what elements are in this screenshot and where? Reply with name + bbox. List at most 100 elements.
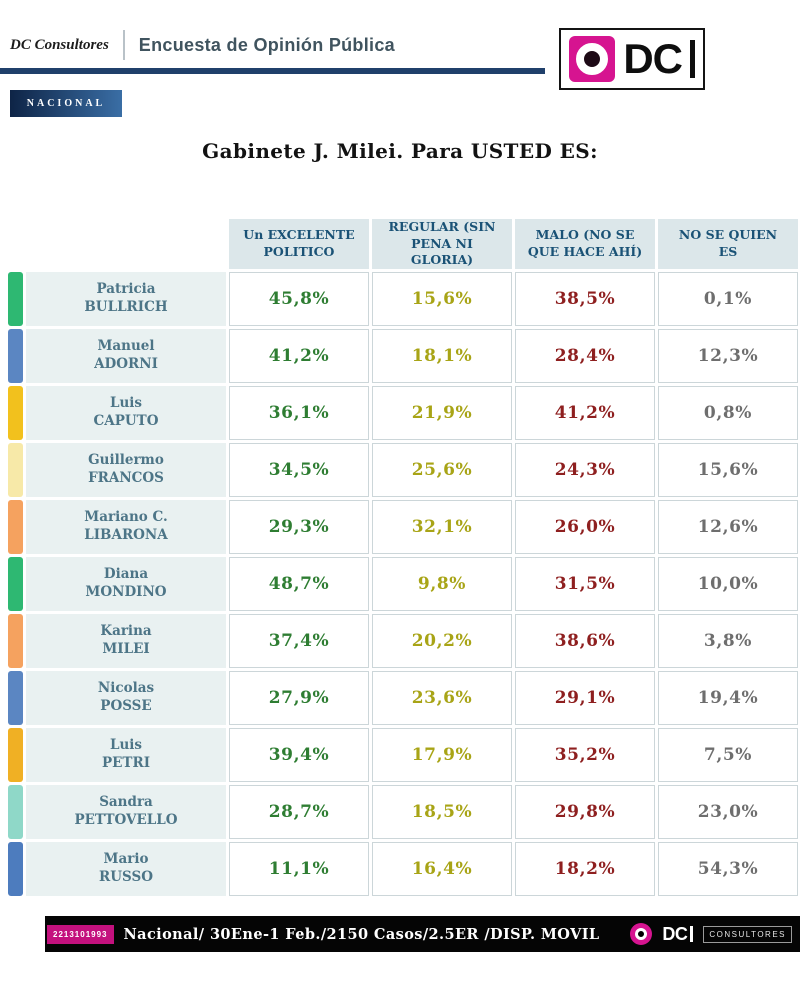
dc-logo-letters: DC — [623, 35, 683, 82]
value-cell: 38,6% — [515, 614, 655, 668]
table-row: Luis CAPUTO 36,1% 21,9% 41,2% 0,8% — [8, 386, 798, 440]
row-color-bar — [8, 386, 23, 440]
dc-logo: DC — [559, 28, 705, 90]
person-first-name: Mario — [103, 851, 149, 868]
value-cell: 18,2% — [515, 842, 655, 896]
value-cell: 12,6% — [658, 500, 798, 554]
footer-consultores-label: CONSULTORES — [703, 925, 792, 943]
footer-methodology-text: Nacional/ 30Ene-1 Feb./2150 Casos/2.5ER … — [123, 925, 600, 943]
header-divider — [122, 30, 125, 60]
footer-bar: 2213101993 Nacional/ 30Ene-1 Feb./2150 C… — [45, 916, 800, 952]
person-surname: BULLRICH — [84, 299, 168, 315]
value-cell: 48,7% — [229, 557, 369, 611]
poll-table-header: Un EXCELENTE POLITICO REGULAR (SIN PENA N… — [8, 219, 798, 269]
value-cell: 19,4% — [658, 671, 798, 725]
row-color-bar — [8, 500, 23, 554]
person-surname: PETTOVELLO — [74, 812, 178, 828]
value-cell: 10,0% — [658, 557, 798, 611]
scope-badge: NACIONAL — [10, 90, 122, 117]
person-name: Luis PETRI — [26, 728, 226, 782]
table-row: Sandra PETTOVELLO 28,7% 18,5% 29,8% 23,0% — [8, 785, 798, 839]
person-first-name: Diana — [103, 566, 149, 583]
value-cell: 29,8% — [515, 785, 655, 839]
value-cell: 29,3% — [229, 500, 369, 554]
person-first-name: Karina — [100, 623, 152, 640]
person-surname: POSSE — [100, 698, 152, 714]
person-name: Luis CAPUTO — [26, 386, 226, 440]
value-cell: 0,8% — [658, 386, 798, 440]
poll-table: Un EXCELENTE POLITICO REGULAR (SIN PENA N… — [8, 219, 798, 896]
value-cell: 9,8% — [372, 557, 512, 611]
person-name: Diana MONDINO — [26, 557, 226, 611]
table-row: Mario RUSSO 11,1% 16,4% 18,2% 54,3% — [8, 842, 798, 896]
person-surname: RUSSO — [99, 869, 153, 885]
dc-logo-endbar — [690, 40, 695, 78]
value-cell: 35,2% — [515, 728, 655, 782]
row-color-bar — [8, 671, 23, 725]
person-first-name: Guillermo — [88, 452, 164, 469]
person-first-name: Patricia — [96, 281, 156, 298]
value-cell: 11,1% — [229, 842, 369, 896]
value-cell: 16,4% — [372, 842, 512, 896]
footer-dc-letters: DC — [662, 924, 694, 945]
value-cell: 28,7% — [229, 785, 369, 839]
survey-title: Encuesta de Opinión Pública — [138, 34, 395, 55]
value-cell: 18,5% — [372, 785, 512, 839]
person-surname: LIBARONA — [84, 527, 168, 543]
footer-dc-endbar — [690, 926, 694, 942]
dc-logo-tile — [569, 36, 616, 82]
person-surname: CAPUTO — [93, 413, 159, 429]
dc-logo-circle-icon — [576, 43, 609, 75]
row-color-bar — [8, 443, 23, 497]
value-cell: 41,2% — [229, 329, 369, 383]
table-row: Karina MILEI 37,4% 20,2% 38,6% 3,8% — [8, 614, 798, 668]
value-cell: 36,1% — [229, 386, 369, 440]
value-cell: 23,6% — [372, 671, 512, 725]
table-row: Nicolas POSSE 27,9% 23,6% 29,1% 19,4% — [8, 671, 798, 725]
person-surname: MILEI — [102, 641, 150, 657]
top-header-bar: DC Consultores Encuesta de Opinión Públi… — [0, 0, 800, 60]
value-cell: 37,4% — [229, 614, 369, 668]
table-row: Mariano C. LIBARONA 29,3% 32,1% 26,0% 12,6% — [8, 500, 798, 554]
row-color-bar — [8, 614, 23, 668]
value-cell: 31,5% — [515, 557, 655, 611]
row-color-bar — [8, 557, 23, 611]
value-cell: 39,4% — [229, 728, 369, 782]
value-cell: 24,3% — [515, 443, 655, 497]
person-surname: MONDINO — [85, 584, 167, 600]
value-cell: 15,6% — [658, 443, 798, 497]
value-cell: 17,9% — [372, 728, 512, 782]
person-surname: PETRI — [101, 755, 151, 771]
value-cell: 0,1% — [658, 272, 798, 326]
value-cell: 3,8% — [658, 614, 798, 668]
person-first-name: Luis — [109, 737, 143, 754]
value-cell: 45,8% — [229, 272, 369, 326]
person-first-name: Nicolas — [97, 680, 155, 697]
dc-logo-circle-inner — [635, 928, 648, 940]
value-cell: 23,0% — [658, 785, 798, 839]
value-cell: 20,2% — [372, 614, 512, 668]
person-name: Karina MILEI — [26, 614, 226, 668]
dc-logo-circle-icon — [630, 923, 653, 945]
person-first-name: Manuel — [97, 338, 155, 355]
value-cell: 26,0% — [515, 500, 655, 554]
person-name: Mario RUSSO — [26, 842, 226, 896]
value-cell: 38,5% — [515, 272, 655, 326]
value-cell: 41,2% — [515, 386, 655, 440]
person-name: Manuel ADORNI — [26, 329, 226, 383]
row-color-bar — [8, 785, 23, 839]
row-color-bar — [8, 728, 23, 782]
person-name: Sandra PETTOVELLO — [26, 785, 226, 839]
table-row: Manuel ADORNI 41,2% 18,1% 28,4% 12,3% — [8, 329, 798, 383]
value-cell: 21,9% — [372, 386, 512, 440]
person-first-name: Luis — [109, 395, 143, 412]
table-row: Luis PETRI 39,4% 17,9% 35,2% 7,5% — [8, 728, 798, 782]
page-title: Gabinete J. Milei. Para USTED ES: — [202, 139, 598, 163]
column-header: Un EXCELENTE POLITICO — [229, 219, 369, 269]
person-name: Guillermo FRANCOS — [26, 443, 226, 497]
value-cell: 12,3% — [658, 329, 798, 383]
header-spacer — [8, 219, 226, 269]
value-cell: 15,6% — [372, 272, 512, 326]
value-cell: 27,9% — [229, 671, 369, 725]
